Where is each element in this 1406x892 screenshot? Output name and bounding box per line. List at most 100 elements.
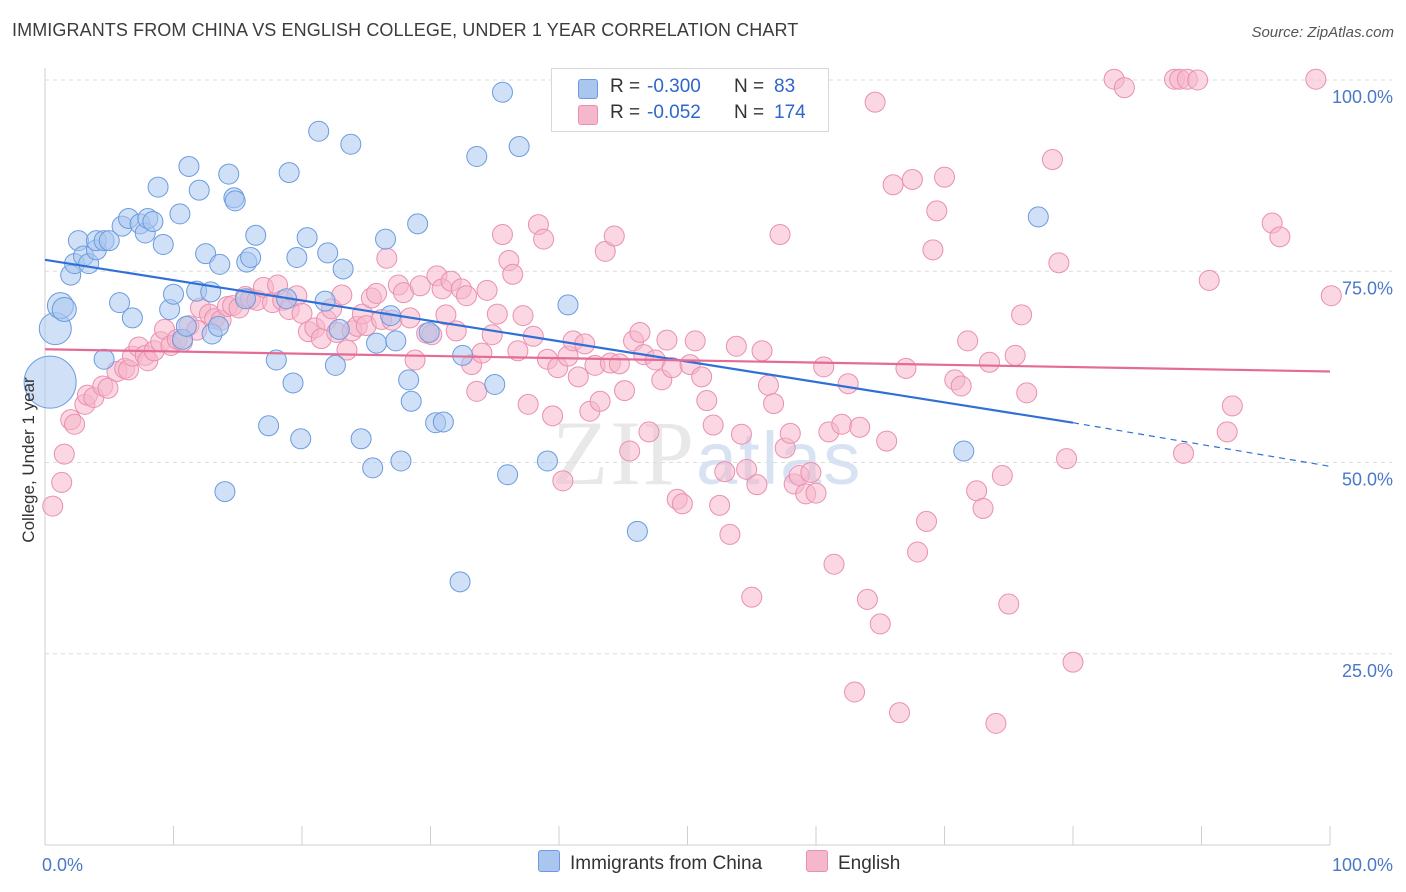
english-point: [901, 168, 923, 190]
china-point: [178, 155, 200, 177]
china-point: [324, 354, 346, 376]
english-point: [476, 279, 498, 301]
china-point: [278, 162, 300, 184]
english-point: [491, 224, 513, 246]
china-point: [407, 213, 429, 235]
english-point: [998, 593, 1020, 615]
english-point: [1113, 77, 1135, 99]
english-point: [684, 330, 706, 352]
english-point: [638, 421, 660, 443]
english-point: [769, 224, 791, 246]
bottom-legend-label-english: English: [838, 853, 901, 874]
english-point: [831, 413, 853, 435]
china-point: [449, 571, 471, 593]
english-point: [42, 495, 64, 517]
english-point: [404, 349, 426, 371]
bottom-legend-china[interactable]: Immigrants from China: [538, 850, 762, 875]
china-point: [209, 253, 231, 275]
china-point: [390, 450, 412, 472]
china-point: [398, 369, 420, 391]
china-point: [332, 258, 354, 280]
english-point: [507, 340, 529, 362]
english-point: [481, 324, 503, 346]
china-point: [385, 330, 407, 352]
english-point: [1041, 149, 1063, 171]
english-point: [966, 480, 988, 502]
english-point: [691, 366, 713, 388]
english-point: [1198, 269, 1220, 291]
y-tick-label: 50.0%: [1342, 470, 1393, 490]
english-point: [552, 470, 574, 492]
china-point: [109, 292, 131, 314]
china-point: [121, 307, 143, 329]
bottom-legend-label-china: Immigrants from China: [570, 853, 763, 874]
china-point: [214, 481, 236, 503]
english-point: [1221, 395, 1243, 417]
english-point: [656, 329, 678, 351]
china-point: [234, 288, 256, 310]
source-attribution: Source: ZipAtlas.com: [1251, 24, 1394, 41]
y-tick-labels: 25.0% 50.0% 75.0% 100.0%: [1332, 87, 1393, 681]
english-point: [1016, 382, 1038, 404]
chart-title: IMMIGRANTS FROM CHINA VS ENGLISH COLLEGE…: [12, 20, 799, 40]
china-point: [286, 246, 308, 268]
legend-r-label: R =: [610, 102, 641, 123]
x-tick-label-max: 100.0%: [1332, 855, 1393, 875]
china-point: [245, 224, 267, 246]
english-point: [567, 366, 589, 388]
china-point: [240, 246, 262, 268]
china-point: [296, 227, 318, 249]
china-point: [953, 440, 975, 462]
x-tick-labels: 0.0% 100.0%: [42, 855, 1393, 875]
english-point: [1320, 285, 1342, 307]
english-point: [1004, 344, 1026, 366]
english-point: [907, 541, 929, 563]
english-point: [696, 390, 718, 412]
english-point: [844, 681, 866, 703]
english-point: [709, 494, 731, 516]
english-point: [1216, 421, 1238, 443]
english-point: [97, 377, 119, 399]
english-point: [926, 200, 948, 222]
english-point: [533, 228, 555, 250]
axes: [44, 68, 1331, 846]
english-point: [779, 422, 801, 444]
english-point: [916, 510, 938, 532]
english-point: [435, 304, 457, 326]
china-point: [308, 120, 330, 142]
english-point: [614, 380, 636, 402]
china-point: [418, 321, 440, 343]
english-point: [800, 461, 822, 483]
china-point: [536, 450, 558, 472]
english-point: [922, 239, 944, 261]
english-point: [972, 497, 994, 519]
china-point: [93, 348, 115, 370]
english-point: [291, 302, 313, 324]
english-point: [813, 356, 835, 378]
english-point: [869, 613, 891, 635]
english-point: [629, 321, 651, 343]
y-tick-label: 75.0%: [1342, 278, 1393, 298]
english-point: [53, 443, 75, 465]
english-point: [864, 91, 886, 113]
english-point: [517, 393, 539, 415]
english-point: [1173, 442, 1195, 464]
english-point: [730, 423, 752, 445]
english-point: [895, 357, 917, 379]
china-point: [258, 415, 280, 437]
china-trend-line: [44, 258, 1074, 424]
english-point: [51, 471, 73, 493]
english-point: [719, 523, 741, 545]
english-point: [608, 353, 630, 375]
english-point: [856, 588, 878, 610]
english-point: [957, 330, 979, 352]
bottom-legend-english[interactable]: English: [806, 850, 900, 875]
china-point: [175, 315, 197, 337]
china-point: [508, 136, 530, 158]
china-point: [169, 203, 191, 225]
english-point: [64, 413, 86, 435]
china-point: [195, 243, 217, 265]
english-point: [991, 465, 1013, 487]
china-point: [147, 176, 169, 198]
china-point: [317, 242, 339, 264]
